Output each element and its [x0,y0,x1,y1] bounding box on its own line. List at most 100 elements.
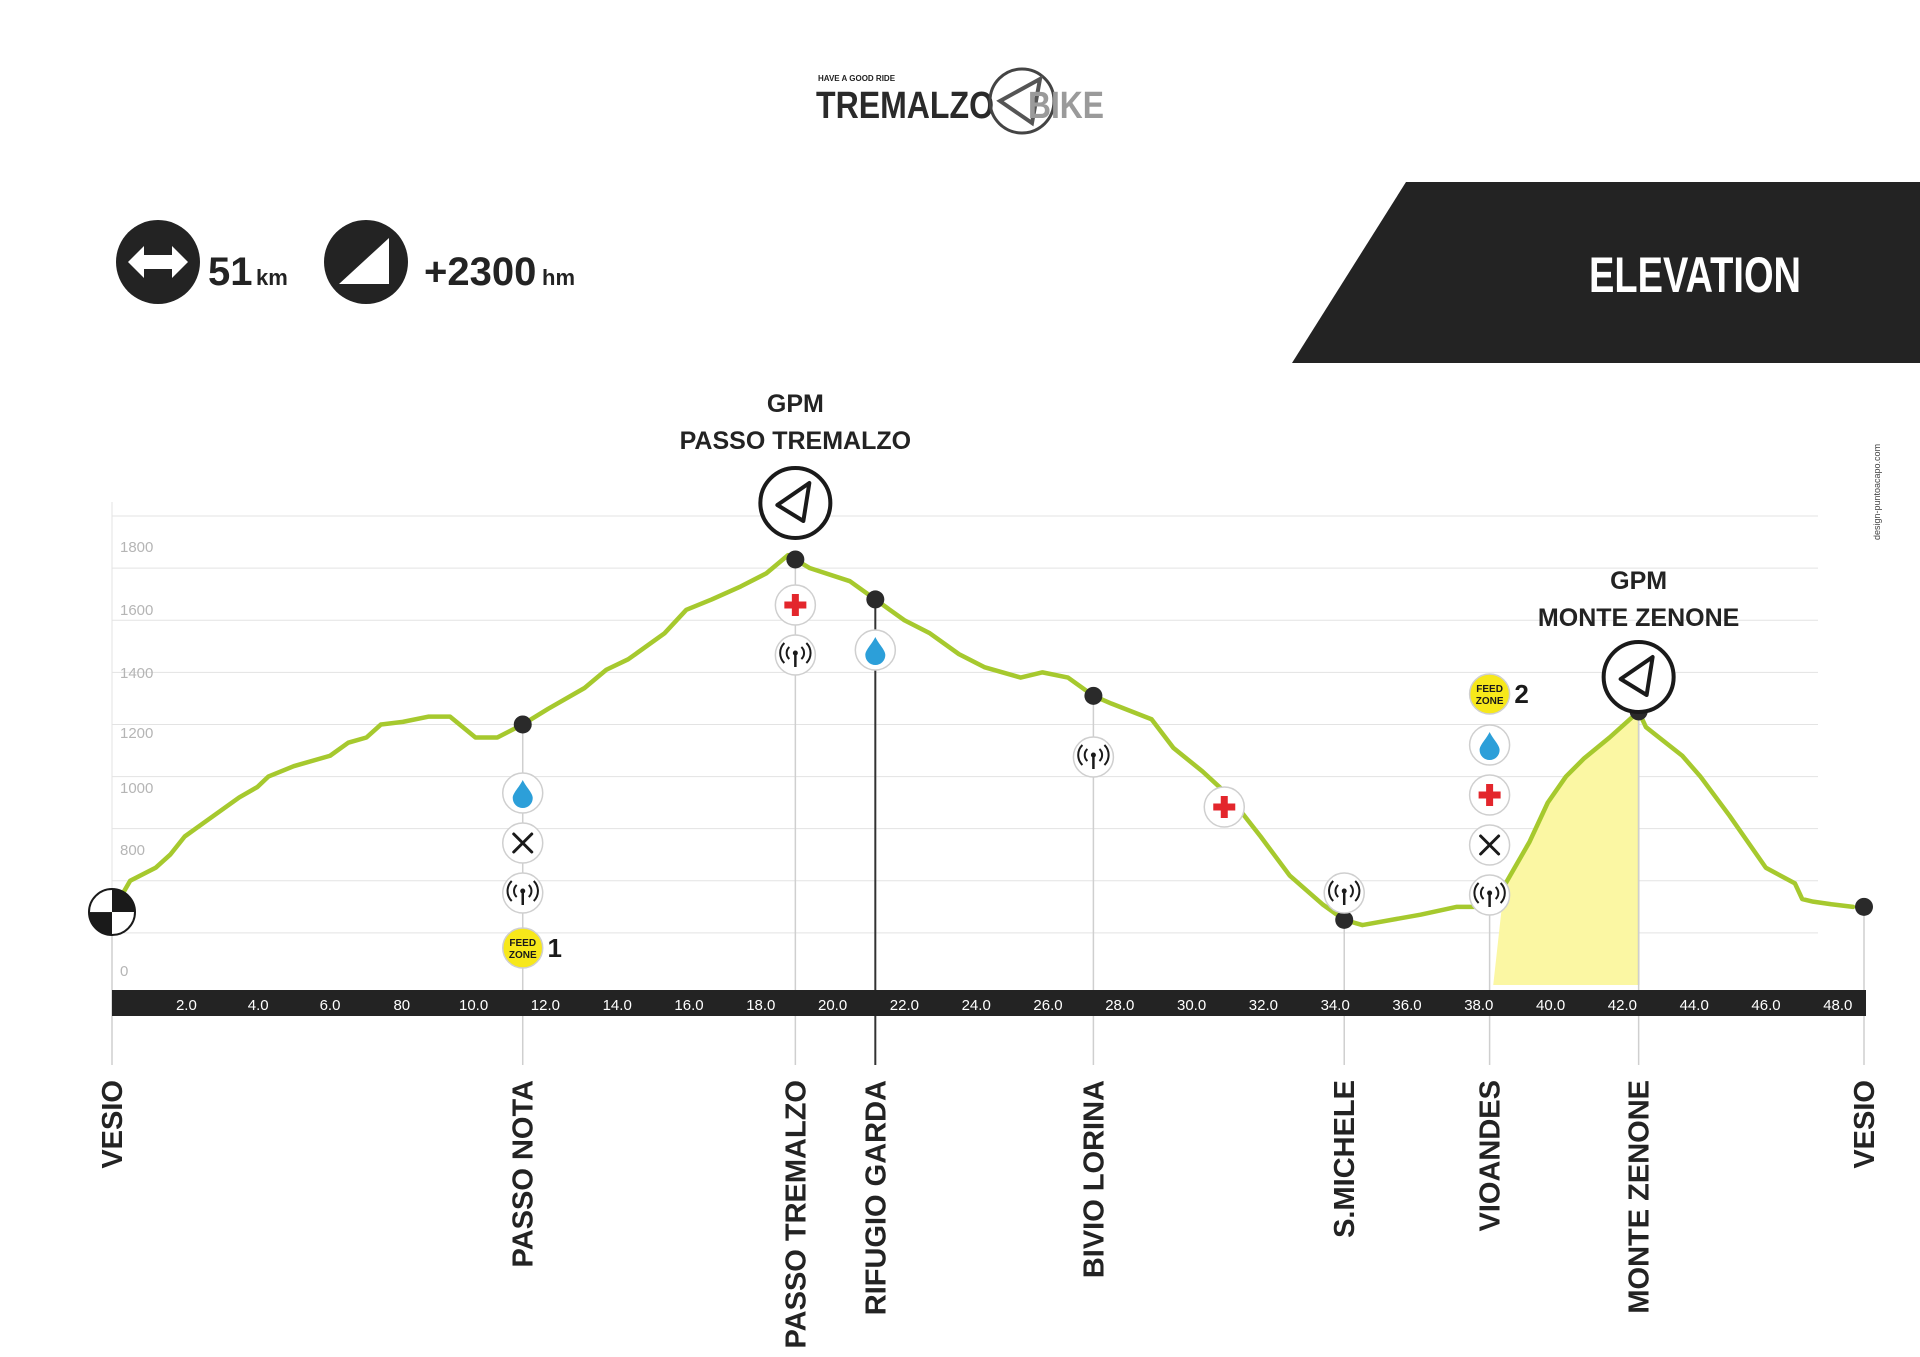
x-tick-label: 22.0 [890,997,919,1014]
x-tick-label: 40.0 [1536,997,1565,1014]
water-icon [854,629,897,671]
waypoint-dot [1084,686,1103,705]
logo-tagline: HAVE A GOOD RIDE [818,74,896,83]
waypoint-label: MONTE ZENONE [1624,1080,1656,1314]
x-tick-label: 48.0 [1823,997,1852,1014]
x-tick-label: 6.0 [320,997,341,1014]
x-tick-label: 38.0 [1464,997,1493,1014]
x-tick-label: 44.0 [1680,997,1709,1014]
climb-stat: +2300 hm [324,220,575,304]
water-icon [1468,724,1511,766]
x-tick-label: 36.0 [1392,997,1421,1014]
feed-zone-number: 2 [1514,679,1528,709]
waypoint-label: RIFUGIO GARDA [860,1080,892,1315]
feed-zone-label-bottom: ZONE [1476,696,1504,707]
x-tick-label: 4.0 [248,997,269,1014]
y-axis-ticks: 0 800 1000 1200 1400 1600 1800 [120,539,153,980]
water-icon [501,772,544,814]
gpm-label: GPM [1610,567,1667,595]
feed-zone-number: 1 [548,933,562,963]
y-tick-label: 800 [120,842,145,859]
gpm-marker: GPM MONTE ZENONE [1538,567,1739,714]
waypoint-label: PASSO TREMALZO [780,1080,812,1349]
checkered-flag [88,888,136,937]
y-tick-label: 0 [120,963,128,980]
x-tick-label: 80 [393,997,410,1014]
gpm-triangle-icon [758,466,833,540]
start-finish-flag-icon [88,888,136,937]
mechanic-icon [501,822,544,864]
y-tick-label: 1800 [120,539,153,556]
waypoint-dot [866,590,885,609]
waypoint-label: BIVIO LORINA [1078,1080,1110,1278]
x-tick-label: 30.0 [1177,997,1206,1014]
elevation-banner: ELEVATION [1292,182,1920,363]
gpm-markers: GPM PASSO TREMALZO GPM MONTE ZENONE [680,390,1739,714]
distance-value: 51 [208,250,253,294]
gpm-triangle-icon [1601,640,1676,714]
logo-triangle-icon [988,67,1056,135]
x-tick-label: 26.0 [1033,997,1062,1014]
x-tick-label: 28.0 [1105,997,1134,1014]
waypoint-dot [786,550,805,569]
x-tick-label: 12.0 [531,997,560,1014]
x-tick-label: 46.0 [1751,997,1780,1014]
medical-icon [1468,774,1511,816]
x-axis-band [112,990,1866,1016]
x-tick-label: 10.0 [459,997,488,1014]
signal-icon [501,872,544,914]
gpm-name: PASSO TREMALZO [680,427,911,455]
waypoint-labels: VESIO PASSO NOTA PASSO TREMALZO RIFUGIO GAR… [97,1080,1881,1349]
waypoint-dot [1855,897,1873,916]
climb-highlight [1493,711,1640,985]
y-tick-label: 1000 [120,780,153,797]
medical-icon [1203,786,1246,828]
waypoint-label: VIOANDES [1475,1080,1507,1231]
signal-icon [1072,736,1115,778]
x-tick-label: 42.0 [1608,997,1637,1014]
gpm-label: GPM [767,390,824,418]
signal-icon [1468,874,1511,916]
x-tick-label: 32.0 [1249,997,1278,1014]
signal-icon [774,634,817,676]
feed-zone-label-top: FEED [509,938,536,949]
y-tick-label: 1600 [120,602,153,619]
elevation-chart: 0 800 1000 1200 1400 1600 1800 2.0 4.0 6.0 80 10.0… [88,390,1881,1349]
x-axis-band-rect [112,990,1866,1016]
x-axis-ticks: 2.0 4.0 6.0 80 10.0 12.0 14.0 16.0 18.0 20.0 22.0 2… [176,997,1852,1014]
distance-stat: 51 km [116,220,288,304]
signal-icon [1323,872,1365,914]
waypoint-dot [513,715,532,734]
feed-zone-circle [1468,673,1511,715]
gpm-name: MONTE ZENONE [1538,604,1739,632]
mechanic-icon [1468,824,1511,866]
y-tick-label: 1400 [120,665,153,682]
distance-unit: km [256,265,288,290]
x-tick-label: 34.0 [1321,997,1350,1014]
climb-unit: hm [542,265,575,290]
logo-name-left: TREMALZO [816,85,994,127]
elevation-line [109,552,1856,928]
medical-icon [774,584,817,626]
waypoint-label: PASSO NOTA [508,1080,540,1267]
banner-title: ELEVATION [1589,247,1801,303]
feed-zone-label-bottom: ZONE [509,950,537,961]
credit-text: design-puntoacapo.com [1872,444,1882,540]
x-tick-label: 16.0 [674,997,703,1014]
waypoint-label: VESIO [97,1080,129,1169]
x-tick-label: 20.0 [818,997,847,1014]
climb-highlight-area [1493,711,1639,985]
waypoint-dot [1335,910,1354,929]
x-tick-label: 18.0 [746,997,775,1014]
x-tick-label: 24.0 [962,997,991,1014]
elevation-profile [109,552,1856,928]
service-icons [501,584,1511,916]
x-tick-label: 2.0 [176,997,197,1014]
x-tick-label: 14.0 [603,997,632,1014]
climb-value: +2300 [424,250,536,294]
gpm-marker: GPM PASSO TREMALZO [680,390,911,540]
